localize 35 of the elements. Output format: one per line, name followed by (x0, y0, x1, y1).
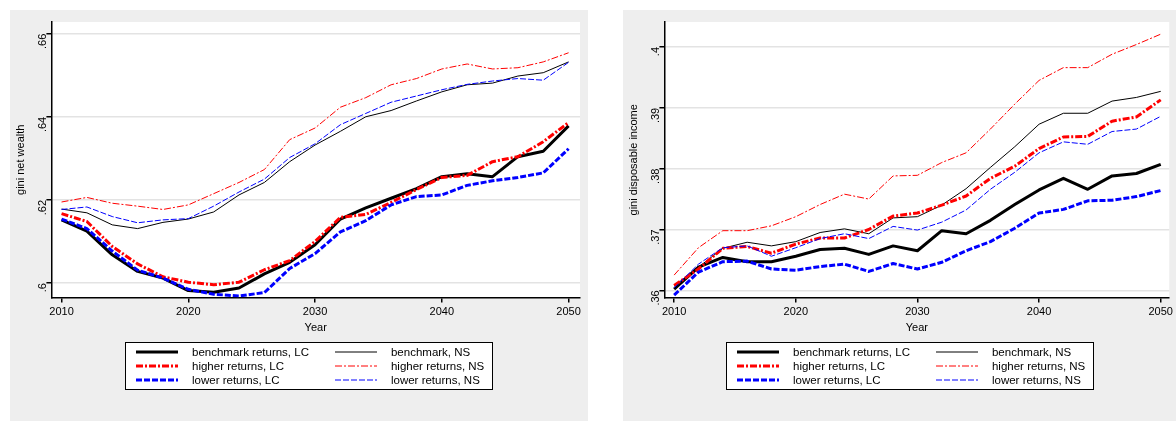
legend-label: higher returns, LC (793, 360, 886, 372)
legend-label: benchmark returns, LC (793, 346, 910, 358)
y-tick-label: .39 (649, 107, 662, 124)
y-tick-label: .66 (36, 33, 49, 49)
y-tick-label: .6 (36, 283, 49, 293)
y-axis-title: gini net wealth (13, 124, 26, 195)
x-tick-label: 2050 (556, 305, 581, 318)
x-tick-label: 2020 (783, 305, 809, 318)
x-tick-label: 2010 (49, 305, 74, 318)
x-tick-label: 2020 (176, 305, 201, 318)
x-axis-title: Year (905, 321, 929, 334)
x-axis-title: Year (304, 321, 328, 334)
legend-label: higher returns, NS (390, 360, 485, 372)
x-tick-label: 2030 (905, 305, 930, 318)
x-tick-label: 2040 (429, 305, 455, 318)
legend-label: lower returns, NS (991, 374, 1081, 386)
legend-label: higher returns, LC (192, 360, 285, 372)
y-tick-label: .4 (649, 46, 662, 57)
legend-label: benchmark, NS (991, 346, 1072, 358)
x-tick-label: 2040 (1026, 305, 1052, 318)
legend-label: higher returns, NS (991, 360, 1086, 372)
y-axis-title: gini disposable income (626, 104, 639, 216)
y-tick-label: .38 (649, 168, 662, 184)
legend-label: lower returns, NS (390, 374, 480, 386)
legend-label: lower returns, LC (793, 374, 881, 386)
y-tick-label: .62 (36, 199, 49, 216)
legend-label: benchmark returns, LC (192, 346, 309, 358)
legend-label: lower returns, LC (192, 374, 280, 386)
x-tick-label: 2030 (302, 305, 328, 318)
x-tick-label: 2010 (661, 305, 687, 318)
legend-label: benchmark, NS (390, 346, 471, 358)
y-tick-label: .37 (649, 229, 662, 245)
y-tick-label: .64 (36, 116, 49, 133)
x-tick-label: 2050 (1148, 305, 1173, 318)
y-tick-label: .36 (649, 290, 662, 306)
